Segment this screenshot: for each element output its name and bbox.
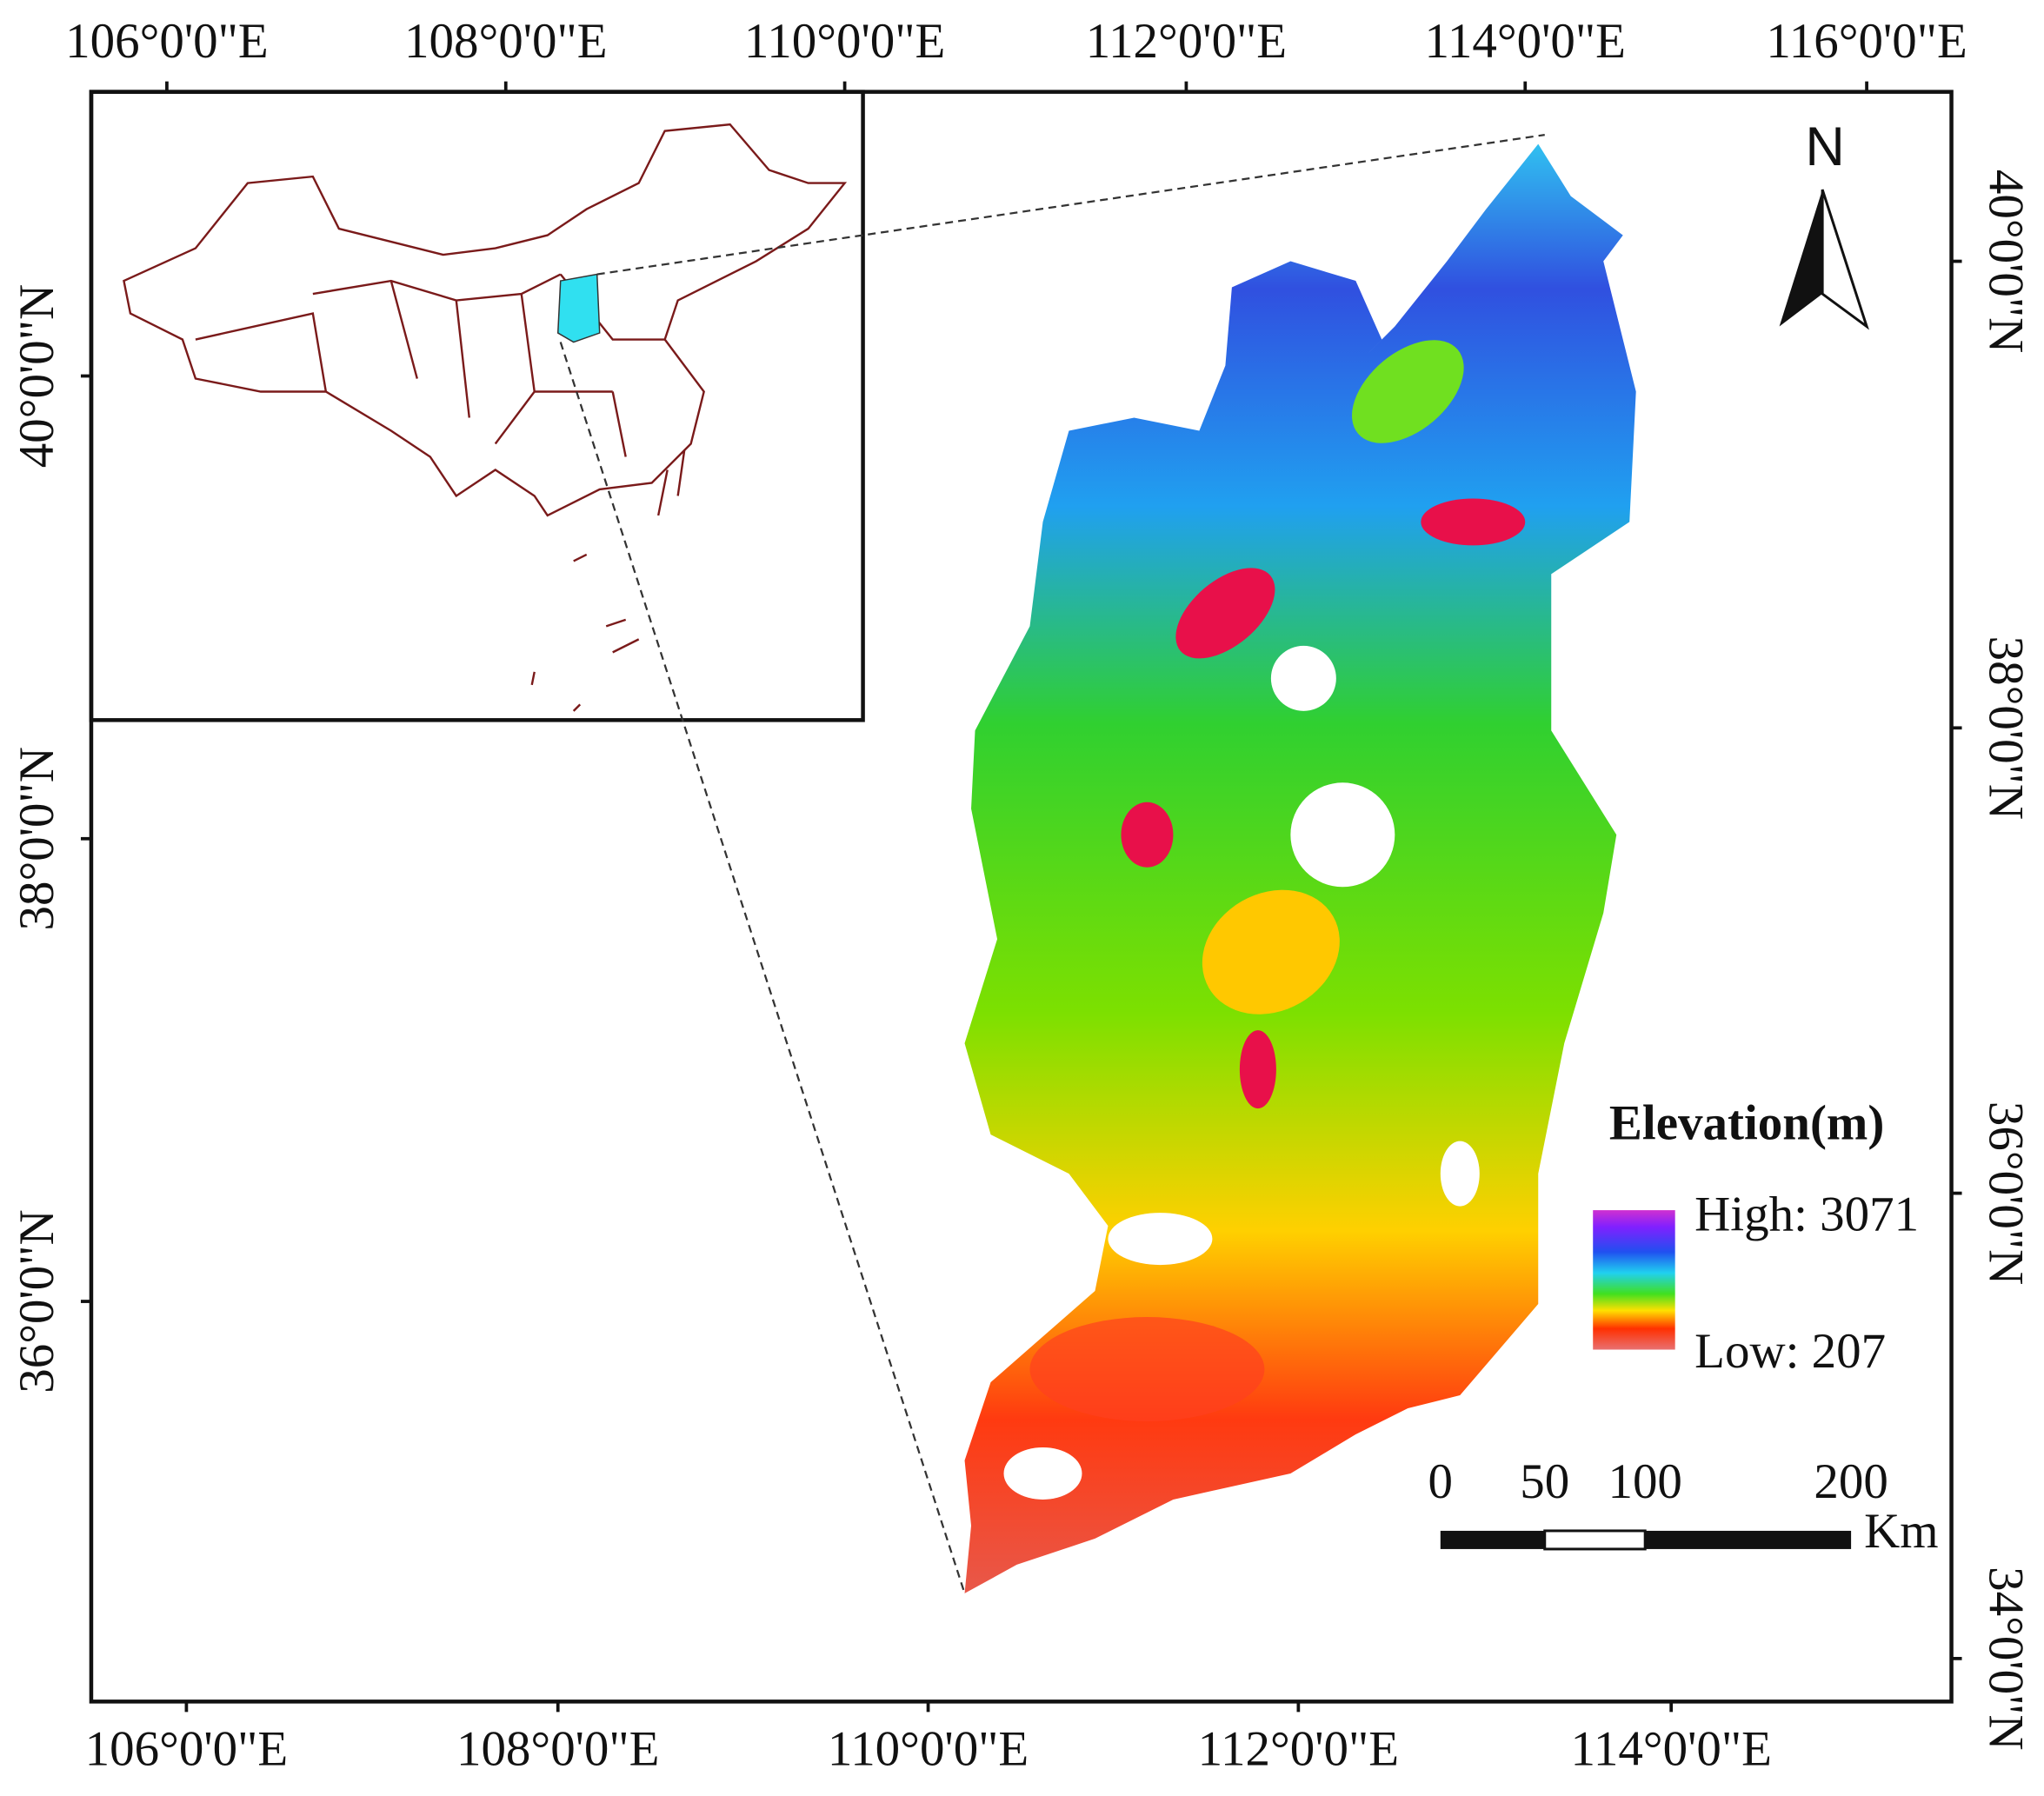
scale-unit: Km [1864, 1504, 1938, 1559]
scale-label: 100 [1608, 1454, 1681, 1509]
scale-label: 200 [1814, 1454, 1888, 1509]
inset-frame [89, 90, 865, 722]
leader-line [559, 342, 966, 1594]
shanxi-highlight [556, 273, 601, 343]
scale-labels: 0 50 100 200 [1428, 1454, 1888, 1509]
scale-segment [1543, 1529, 1647, 1551]
scale-segment [1645, 1530, 1852, 1549]
north-arrow [1821, 189, 1869, 330]
bottom-tick-label: 110°0'0"E [828, 1721, 1029, 1776]
top-tick-label: 106°0'0"E [65, 14, 269, 69]
legend-high: High: 3071 [1694, 1187, 1919, 1242]
elevation-map [964, 143, 1636, 1593]
right-tick-label: 40°0'0"N [1978, 170, 2033, 353]
top-tick-label: 116°0'0"E [1766, 14, 1967, 69]
top-tick-label: 108°0'0"E [404, 14, 608, 69]
scale-segment [1440, 1530, 1545, 1549]
legend-low: Low: 207 [1694, 1324, 1886, 1379]
bottom-tick-label: 112°0'0"E [1198, 1721, 1399, 1776]
top-tick-label: 112°0'0"E [1086, 14, 1287, 69]
legend-color-bar [1593, 1210, 1675, 1350]
china-outline [123, 123, 848, 712]
map-frame [89, 90, 1954, 1704]
north-arrow [1779, 190, 1823, 327]
leader-line [596, 134, 1545, 276]
top-tick-label: 114°0'0"E [1425, 14, 1626, 69]
bottom-tick-label: 114°0'0"E [1570, 1721, 1771, 1776]
right-tick-label: 36°0'0"N [1978, 1101, 2033, 1285]
north-label: N [1805, 116, 1844, 177]
scale-label: 50 [1520, 1454, 1569, 1509]
right-tick-label: 34°0'0"N [1978, 1567, 2033, 1750]
top-tick-label: 110°0'0"E [744, 14, 945, 69]
ticks: 106°0'0"E 108°0'0"E 110°0'0"E 112°0'0"E 114°… [10, 14, 2033, 1776]
left-tick-label: 36°0'0"N [10, 1209, 64, 1393]
bottom-tick-label: 108°0'0"E [456, 1721, 660, 1776]
bottom-tick-label: 106°0'0"E [85, 1721, 289, 1776]
legend-title: Elevation(m) [1609, 1096, 1884, 1151]
left-tick-label: 40°0'0"N [10, 284, 64, 468]
left-tick-label: 38°0'0"N [10, 747, 64, 930]
scale-label: 0 [1428, 1454, 1453, 1509]
right-tick-label: 38°0'0"N [1978, 636, 2033, 820]
